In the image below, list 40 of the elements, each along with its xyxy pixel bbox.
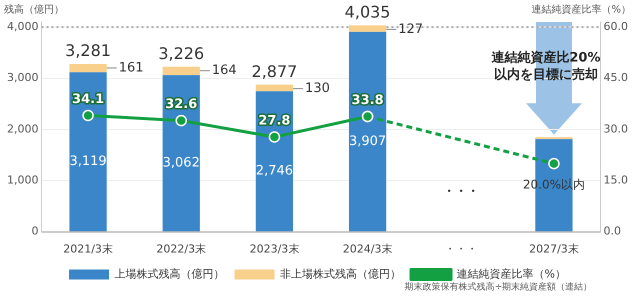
x-tick-label: 2023/3末 [250, 242, 300, 256]
total-label: 3,281 [65, 41, 111, 60]
data-label: 27.8 [258, 113, 290, 128]
y2-tick-label: 15.0 [604, 173, 628, 186]
y-axis-title: 残高（億円） [4, 4, 64, 16]
y-tick-label: 2,000 [6, 122, 38, 136]
y-tick-label: 3,000 [6, 71, 38, 84]
total-label: 4,035 [344, 2, 390, 22]
data-label: 164 [212, 63, 237, 78]
data-label: 34.1 [72, 92, 104, 107]
data-label: 3,062 [162, 156, 200, 171]
data-label: 161 [118, 60, 144, 76]
x-tick-label: 2021/3末 [63, 242, 113, 256]
x-tick-label: 2022/3末 [156, 242, 206, 256]
annotation: ・・・ [442, 184, 479, 198]
legend-label: 非上場株式残高（億円） [280, 267, 402, 280]
data-label: 3,119 [69, 154, 107, 170]
legend-label: 連結純資産比率（%） [456, 267, 566, 280]
y2-tick-label: 30.0 [604, 122, 628, 136]
y2-tick-label: 45.0 [604, 71, 628, 84]
data-label: 32.6 [165, 96, 198, 112]
data-label: 130 [305, 81, 330, 96]
x-tick-label: ・・・ [444, 242, 478, 256]
legend-label: 上場株式残高（億円） [114, 267, 225, 280]
text: 期末政策保有株式残高÷期末純資産額（連結） [404, 281, 592, 292]
y-tick-label: 4,000 [6, 20, 38, 33]
annotation: 連結純資産比20% 以内を目標に売却 [490, 49, 600, 82]
data-label: 2,746 [256, 164, 294, 179]
data-label: 33.8 [352, 92, 384, 108]
total-label: 3,226 [158, 44, 204, 63]
x-tick-label: 2024/3末 [342, 242, 392, 256]
data-label: 127 [398, 22, 424, 37]
total-label: 2,877 [252, 62, 298, 81]
data-label: 3,907 [348, 134, 386, 149]
y2-axis-title: 連結純資産比率（%） [531, 4, 631, 16]
y2-tick-label: 0.0 [604, 224, 622, 238]
y-tick-label: 1,000 [6, 173, 38, 186]
y-tick-label: 0 [31, 224, 38, 238]
x-tick-label: 2027/3末 [529, 242, 579, 256]
y2-tick-label: 60.0 [604, 20, 628, 33]
